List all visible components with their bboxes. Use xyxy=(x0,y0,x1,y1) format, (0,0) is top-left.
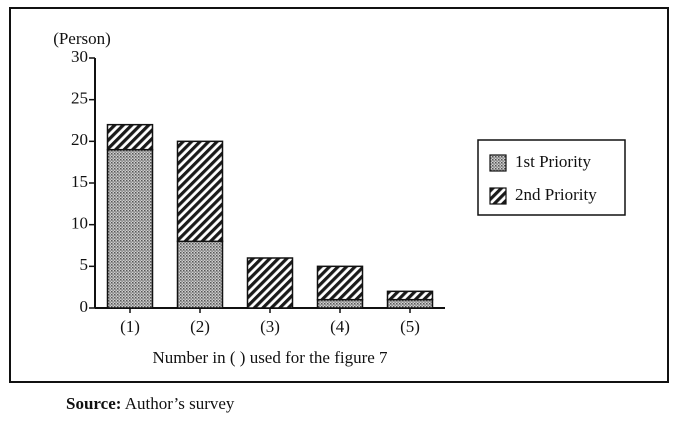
y-tick-label: 10 xyxy=(71,214,88,233)
source-text: Author’s survey xyxy=(125,394,235,413)
legend xyxy=(477,139,626,216)
y-axis-label: (Person) xyxy=(53,29,111,48)
x-tick-label: (3) xyxy=(260,317,280,336)
x-tick-label: (5) xyxy=(400,317,420,336)
x-axis-label: Number in ( ) used for the figure 7 xyxy=(152,348,388,367)
y-tick-label: 25 xyxy=(71,89,88,108)
bar-segment xyxy=(386,298,434,309)
bar-segment xyxy=(316,265,364,301)
x-tick-label: (1) xyxy=(120,317,140,336)
frame xyxy=(9,7,669,383)
y-tick-label: 5 xyxy=(80,255,89,274)
x-tick-label: (4) xyxy=(330,317,350,336)
y-tick-label: 30 xyxy=(71,47,88,66)
bar-segment xyxy=(246,257,294,309)
bar-segment xyxy=(316,298,364,309)
bar-segment xyxy=(176,140,224,243)
legend-swatch xyxy=(489,154,507,172)
source: Source: Author’s survey xyxy=(66,394,235,413)
legend-label: 2nd Priority xyxy=(515,185,597,204)
y-tick-label: 15 xyxy=(71,172,88,191)
bar-segment xyxy=(176,240,224,309)
y-tick-label: 0 xyxy=(80,297,89,316)
x-tick-label: (2) xyxy=(190,317,210,336)
legend-label: 1st Priority xyxy=(515,152,592,171)
y-tick-label: 20 xyxy=(71,130,88,149)
bar-segment xyxy=(106,148,154,309)
bar-segment xyxy=(106,123,154,151)
legend-swatch xyxy=(489,187,507,205)
source-label: Source: xyxy=(66,394,121,413)
bar-segment xyxy=(386,290,434,301)
